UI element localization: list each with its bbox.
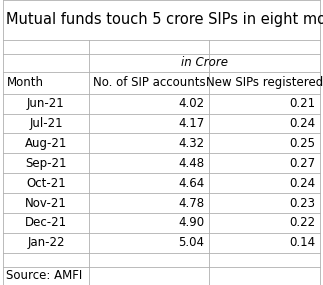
Text: 0.23: 0.23 (289, 197, 315, 209)
Text: 4.32: 4.32 (178, 137, 204, 150)
Text: 0.21: 0.21 (289, 97, 315, 110)
Text: 5.04: 5.04 (178, 236, 204, 249)
Text: 0.24: 0.24 (289, 177, 315, 190)
Text: Jul-21: Jul-21 (29, 117, 63, 130)
Text: 4.48: 4.48 (178, 157, 204, 170)
Text: 4.90: 4.90 (178, 217, 204, 229)
Text: 0.24: 0.24 (289, 117, 315, 130)
Text: 0.22: 0.22 (289, 217, 315, 229)
Text: 4.17: 4.17 (178, 117, 204, 130)
Text: 0.14: 0.14 (289, 236, 315, 249)
Text: in Crore: in Crore (181, 56, 228, 69)
Text: Jan-22: Jan-22 (27, 236, 65, 249)
Text: 4.78: 4.78 (178, 197, 204, 209)
Text: Month: Month (6, 76, 44, 89)
Text: Dec-21: Dec-21 (25, 217, 67, 229)
Text: Source: AMFI: Source: AMFI (6, 269, 83, 282)
Text: 4.64: 4.64 (178, 177, 204, 190)
Text: New SIPs registered: New SIPs registered (206, 76, 323, 89)
Text: Aug-21: Aug-21 (25, 137, 67, 150)
Text: Jun-21: Jun-21 (27, 97, 65, 110)
Text: 0.25: 0.25 (289, 137, 315, 150)
Text: 4.02: 4.02 (178, 97, 204, 110)
Text: Oct-21: Oct-21 (26, 177, 66, 190)
Text: Nov-21: Nov-21 (25, 197, 67, 209)
Text: Sep-21: Sep-21 (25, 157, 67, 170)
Text: Mutual funds touch 5 crore SIPs in eight months: Mutual funds touch 5 crore SIPs in eight… (6, 12, 323, 27)
Text: No. of SIP accounts: No. of SIP accounts (92, 76, 205, 89)
Text: 0.27: 0.27 (289, 157, 315, 170)
